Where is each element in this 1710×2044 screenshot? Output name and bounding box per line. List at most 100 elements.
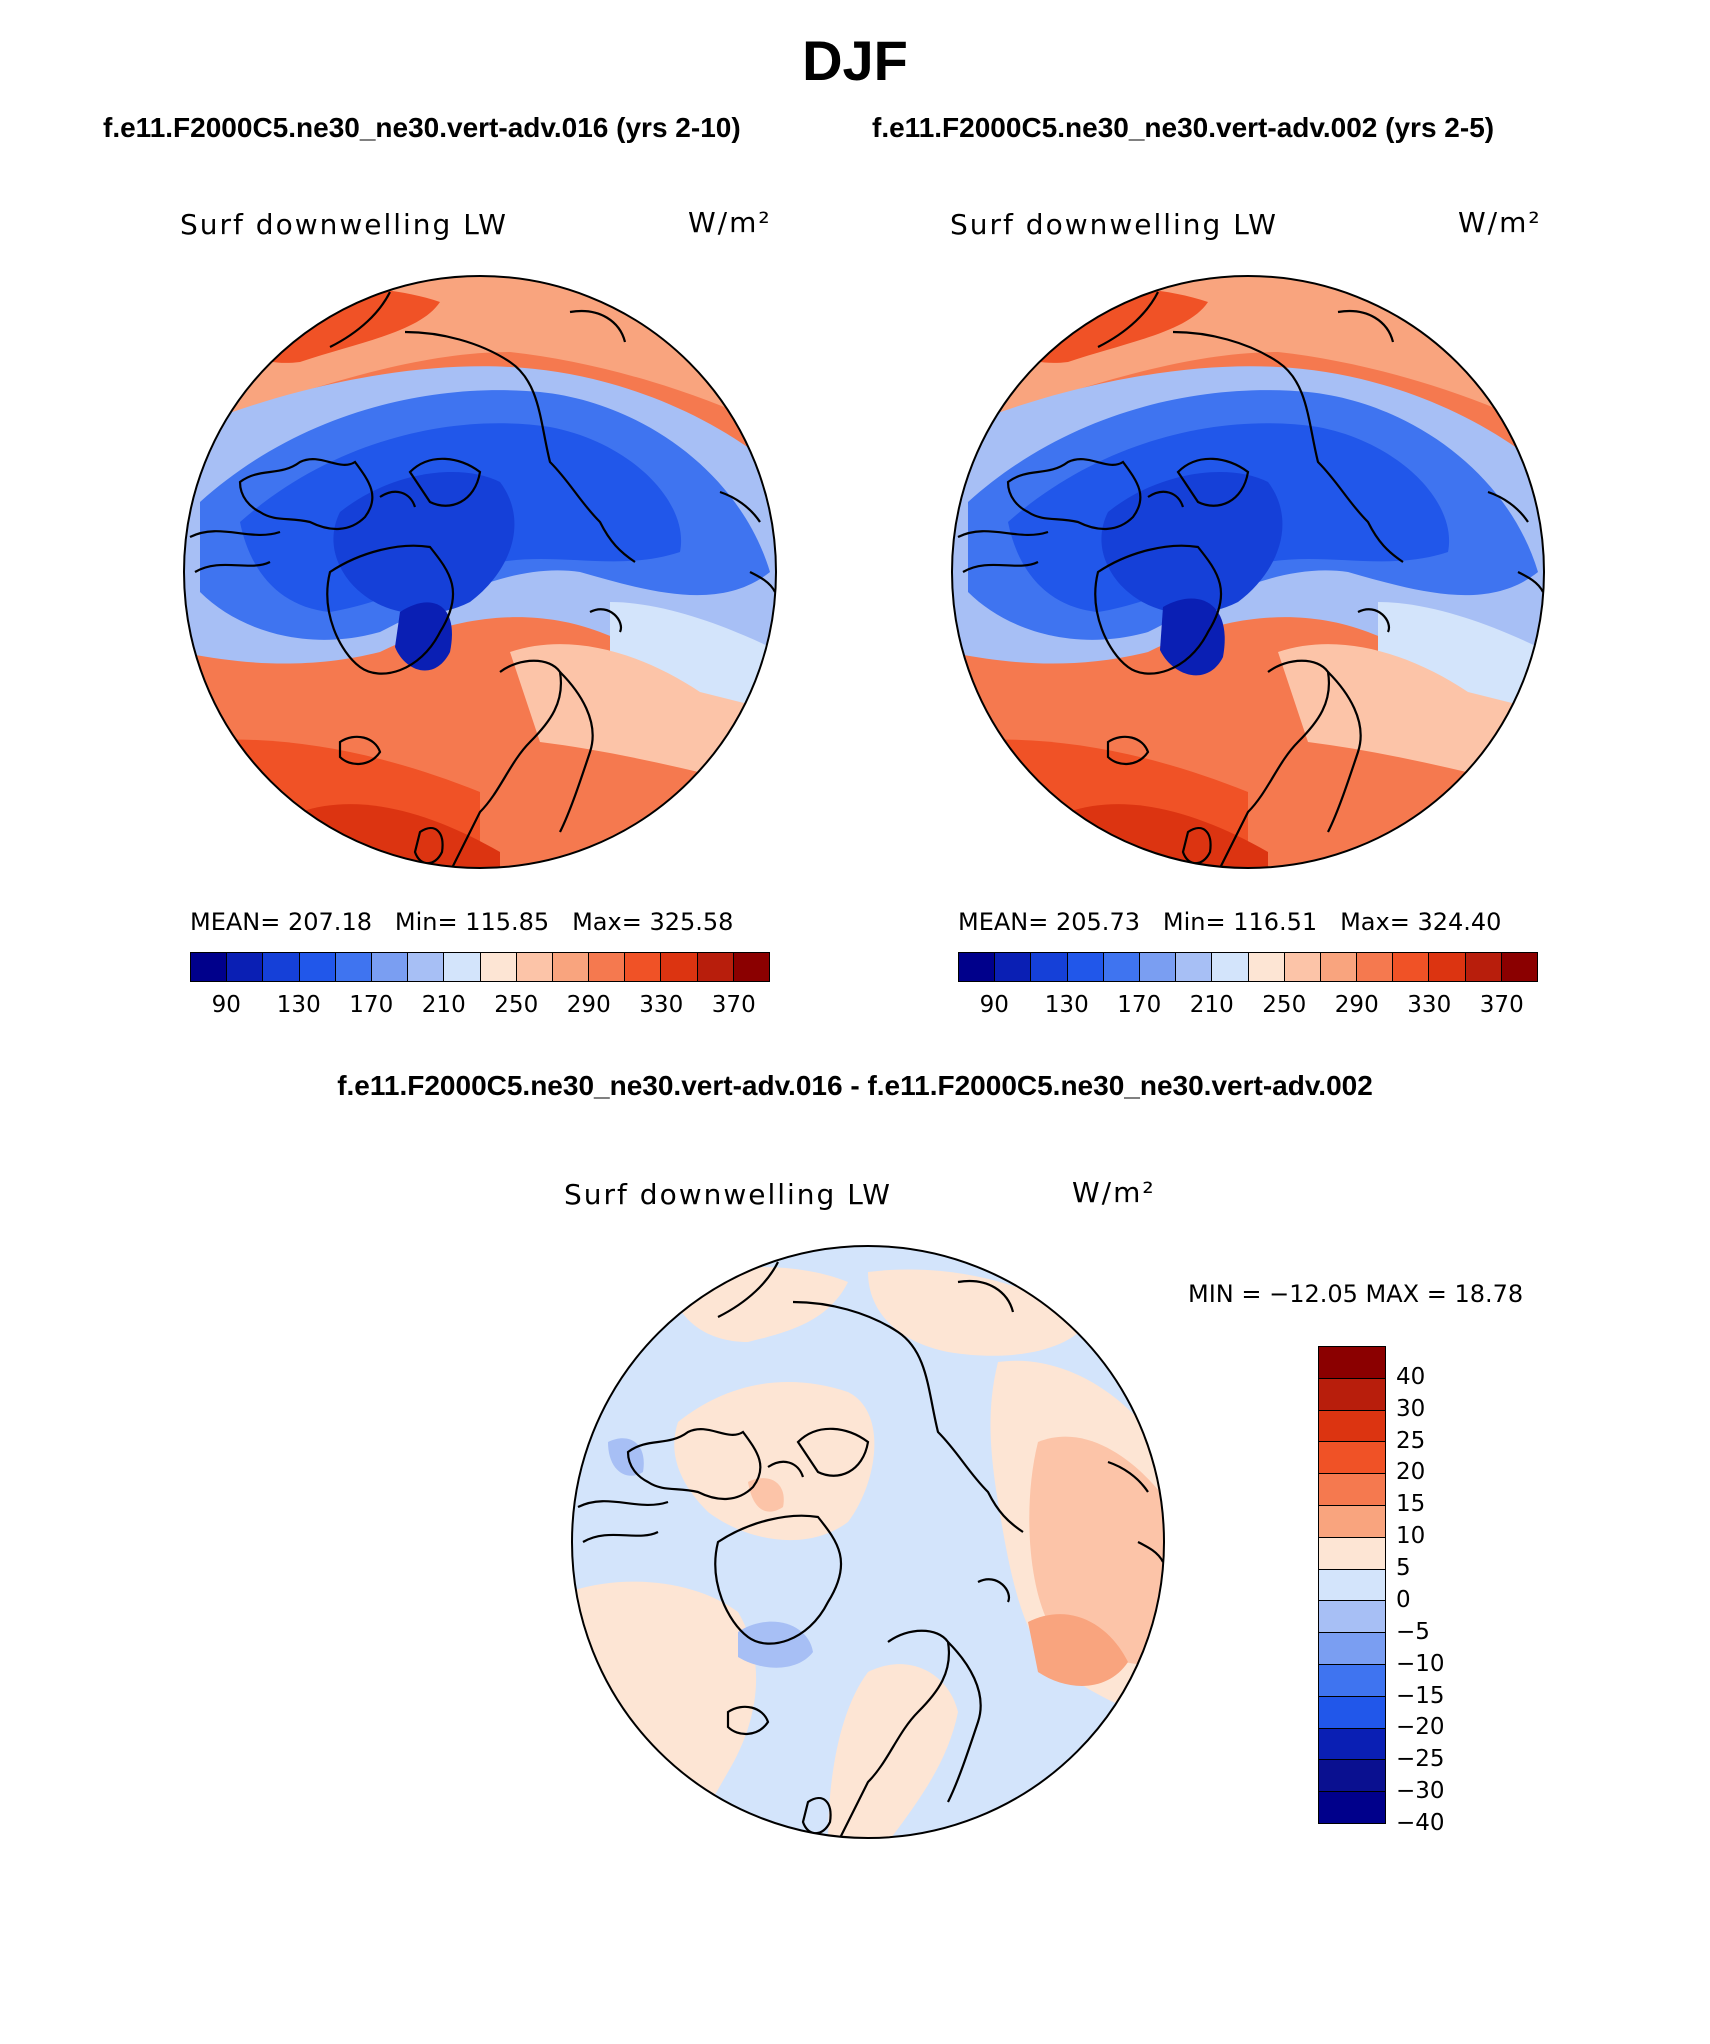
colorbar-tick-label: −5 [1396,1618,1430,1645]
max-label: Max= [1340,908,1410,936]
colorbar-tick-label: 170 [349,992,394,1018]
colorbar-swatch [1393,953,1430,981]
colorbar-tick-label: −30 [1396,1778,1445,1805]
colorbar-swatch [1248,953,1285,981]
colorbar-swatch [1357,953,1394,981]
mean-label: MEAN= [958,908,1049,936]
colorbar-swatch [1319,1664,1385,1697]
diff-minmax: MIN = −12.05 MAX = 18.78 [1188,1280,1524,1308]
units-label-right: W/m² [1458,206,1542,239]
colorbar-swatch [371,953,409,981]
stats-line-right: MEAN= 205.73 Min= 116.51 Max= 324.40 [958,908,1501,936]
colorbar-swatch [552,953,590,981]
colorbar-swatch [1319,1569,1385,1602]
colorbar-swatch [589,953,626,981]
colorbar-tick-label: 130 [1044,992,1089,1018]
colorbar-tick-label: 40 [1396,1363,1426,1390]
mean-label: MEAN= [190,908,281,936]
colorbar-swatch [697,953,734,981]
difference-title: f.e11.F2000C5.ne30_ne30.vert-adv.016 - f… [337,1070,1373,1101]
units-label-left: W/m² [688,206,772,239]
colorbar-tick-label: 10 [1396,1523,1426,1550]
colorbar-swatch [1319,1537,1385,1570]
colorbar-swatch [1319,1601,1385,1634]
colorbar-swatch [1501,953,1537,981]
colorbar-tick-label: −40 [1396,1810,1445,1836]
colorbar-swatch [661,953,698,981]
max-label: Max= [572,908,642,936]
max-value: 325.58 [649,908,734,936]
colorbar-swatch [227,953,264,981]
colorbar-tick-label: 30 [1396,1395,1426,1422]
units-label-diff: W/m² [1072,1176,1156,1209]
season-title: DJF [802,29,908,92]
colorbar-swatch [335,953,372,981]
colorbar-swatch [1031,953,1068,981]
colorbar-tick-label: 210 [421,992,466,1018]
colorbar-tick-label: 170 [1117,992,1162,1018]
colorbar-swatch [1212,953,1249,981]
colorbar-swatch [1319,1347,1385,1379]
colorbar-tick-label: 90 [211,992,241,1018]
stats-line-left: MEAN= 207.18 Min= 115.85 Max= 325.58 [190,908,733,936]
colorbar-swatch [191,953,228,981]
colorbar-right [958,952,1538,982]
colorbar-tick-label: 290 [566,992,611,1018]
colorbar-swatch [1103,953,1140,981]
colorbar-swatch [1319,1728,1385,1761]
colorbar-tick-label: 210 [1189,992,1234,1018]
polar-map-left [183,275,777,869]
min-label: Min= [1162,908,1226,936]
colorbar-tick-label: 90 [979,992,1009,1018]
min-value: 115.85 [465,908,550,936]
colorbar-tick-label: 330 [639,992,684,1018]
colorbar-swatch [733,953,769,981]
colorbar-swatch [1319,1410,1385,1443]
variable-label-diff: Surf downwelling LW [564,1178,892,1211]
max-value: 324.40 [1417,908,1502,936]
colorbar-swatch [995,953,1032,981]
colorbar-swatch [299,953,336,981]
colorbar-swatch [1320,953,1358,981]
colorbar-tick-label: 370 [1479,992,1524,1018]
colorbar-swatch [1465,953,1502,981]
colorbar-swatch [625,953,662,981]
colorbar-tick-label: 25 [1396,1427,1426,1454]
colorbar-tick-label: 250 [494,992,539,1018]
colorbar-swatch [480,953,517,981]
colorbar-swatch [1319,1633,1385,1665]
colorbar-swatch [959,953,996,981]
colorbar-swatch [1319,1792,1385,1823]
colorbar-swatch [1319,1474,1385,1506]
colorbar-swatch [516,953,553,981]
colorbar-swatch [1176,953,1213,981]
case-title-right: f.e11.F2000C5.ne30_ne30.vert-adv.002 (yr… [872,112,1495,143]
colorbar-tick-label: −20 [1396,1714,1445,1741]
colorbar-swatch [1139,953,1177,981]
colorbar-tick-label: 130 [276,992,321,1018]
polar-map-right [951,275,1545,869]
colorbar-tick-label: 20 [1396,1459,1426,1486]
min-value: 116.51 [1233,908,1318,936]
min-label: Min= [394,908,458,936]
colorbar-swatch [1319,1442,1385,1475]
colorbar-tick-label: −15 [1396,1682,1445,1709]
colorbar-tick-label: 250 [1262,992,1307,1018]
polar-map-difference [571,1245,1165,1839]
mean-value: 207.18 [288,908,372,936]
colorbar-swatch [1319,1760,1385,1793]
colorbar-tick-label: 15 [1396,1491,1426,1518]
mean-value: 205.73 [1056,908,1140,936]
variable-label-left: Surf downwelling LW [180,208,508,241]
colorbar-swatch [1319,1378,1385,1411]
colorbar-tick-label: 370 [711,992,756,1018]
colorbar-swatch [263,953,300,981]
colorbar-tick-label: −10 [1396,1650,1445,1677]
colorbar-tick-label: −25 [1396,1746,1445,1773]
colorbar-left [190,952,770,982]
colorbar-tick-label: 290 [1334,992,1379,1018]
colorbar-tick-label: 0 [1396,1586,1411,1613]
colorbar-swatch [1319,1696,1385,1729]
colorbar-swatch [1429,953,1466,981]
